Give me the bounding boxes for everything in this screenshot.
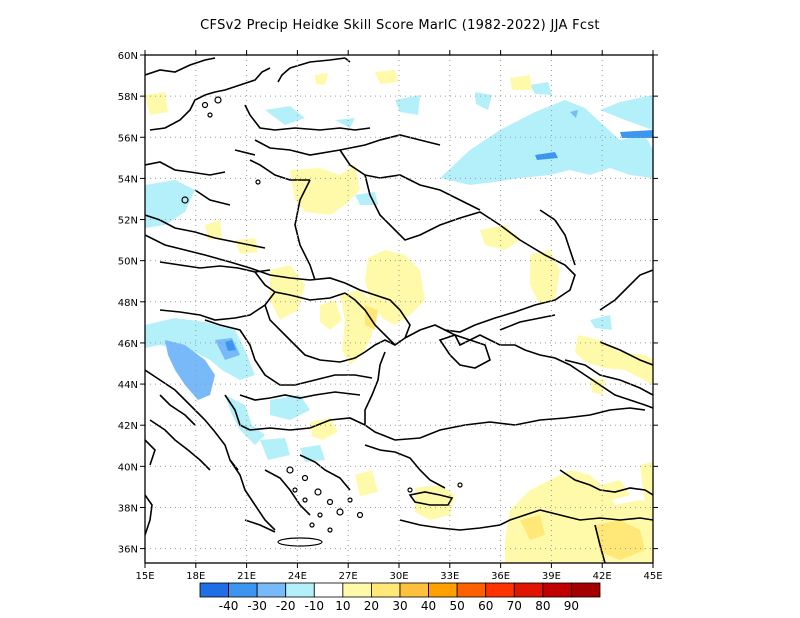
lon-tick-label: 30E	[389, 571, 408, 582]
shade-light-yellow	[415, 485, 455, 520]
lat-tick-label: 54N	[118, 174, 138, 185]
shade-light-yellow	[600, 480, 630, 500]
lat-axis: 60N 58N 56N 54N 52N 50N 48N 46N 44N 42N 40N 38N 36N	[118, 51, 658, 556]
colorbar-label: 70	[507, 599, 522, 613]
lon-tick-label: 33E	[440, 571, 459, 582]
skill-shading	[145, 70, 653, 563]
shade-light-blue	[355, 192, 378, 205]
shade-light-blue	[530, 82, 552, 95]
lon-axis: 15E 18E 21E 24E 27E 30E 33E 36E 39E 42E 45E	[135, 50, 663, 582]
colorbar-swatch	[228, 582, 258, 598]
colorbar-label: -10	[304, 599, 324, 613]
lon-tick-label: 36E	[491, 571, 510, 582]
shade-dark-blue	[225, 340, 236, 351]
shade-light-yellow	[310, 418, 338, 440]
lat-tick-label: 46N	[118, 339, 138, 350]
shade-light-yellow	[340, 290, 375, 365]
lon-tick-label: 21E	[237, 571, 256, 582]
colorbar-swatch	[399, 582, 429, 598]
colorbar-label: -20	[276, 599, 296, 613]
colorbar-label: 20	[364, 599, 379, 613]
shade-yellow	[520, 515, 545, 540]
islands	[181, 96, 463, 547]
colorbar-swatch	[428, 582, 458, 598]
colorbar-swatch	[342, 582, 372, 598]
colorbar-swatch	[542, 582, 572, 598]
colorbar-label: -40	[219, 599, 239, 613]
chart-title: CFSv2 Precip Heidke Skill Score MarIC (1…	[200, 18, 600, 33]
lat-tick-label: 42N	[118, 421, 138, 432]
lon-tick-label: 15E	[135, 571, 154, 582]
shade-medium-blue	[570, 110, 578, 118]
shade-light-yellow	[575, 335, 653, 385]
shade-light-yellow	[480, 225, 520, 250]
shade-light-blue	[225, 395, 265, 445]
shade-light-yellow	[510, 75, 532, 90]
shade-light-yellow	[290, 165, 360, 215]
shade-dark-blue	[620, 130, 653, 138]
shade-light-blue	[395, 95, 420, 115]
shade-dark-blue	[535, 152, 558, 160]
colorbar-label: 60	[478, 599, 493, 613]
colorbar-swatch	[456, 582, 487, 598]
colorbar-swatch	[199, 582, 229, 598]
lat-tick-label: 44N	[118, 380, 138, 391]
shade-medium-blue	[165, 340, 215, 400]
lat-tick-label: 52N	[118, 216, 138, 227]
shade-light-yellow	[375, 70, 398, 84]
shade-light-yellow	[365, 250, 425, 325]
lat-tick-label: 40N	[118, 462, 138, 473]
shade-light-yellow	[145, 92, 168, 115]
shade-light-yellow	[640, 462, 653, 510]
lat-tick-label: 48N	[118, 298, 138, 309]
lon-tick-label: 27E	[339, 571, 358, 582]
colorbar-swatch	[371, 582, 401, 598]
shade-yellow	[595, 520, 645, 560]
colorbar: -40 -30 -20 -10 10 20 30 40 50 60 70 80 90	[199, 582, 601, 613]
lon-tick-label: 45E	[643, 571, 662, 582]
colorbar-label: 30	[392, 599, 407, 613]
shade-light-yellow	[320, 300, 342, 330]
lat-tick-label: 36N	[118, 545, 138, 556]
colorbar-swatch	[256, 582, 287, 598]
colorbar-swatch	[313, 582, 344, 598]
lat-tick-label: 50N	[118, 257, 138, 268]
colorbar-label: 80	[535, 599, 550, 613]
colorbar-swatch	[285, 582, 315, 598]
colorbar-label: 10	[335, 599, 350, 613]
lon-tick-label: 24E	[288, 571, 307, 582]
shade-light-blue	[260, 438, 290, 460]
shade-light-blue	[335, 118, 355, 128]
shade-light-yellow	[530, 250, 560, 305]
shade-light-blue	[265, 106, 305, 125]
lat-tick-label: 58N	[118, 92, 138, 103]
shade-light-yellow	[590, 378, 605, 395]
shade-light-blue	[600, 95, 653, 130]
lat-tick-label: 56N	[118, 133, 138, 144]
shade-light-blue	[475, 92, 492, 110]
shade-light-blue	[270, 395, 310, 420]
lon-tick-label: 18E	[186, 571, 205, 582]
colorbar-swatch	[513, 582, 544, 598]
lat-tick-label: 60N	[118, 51, 138, 62]
shade-light-blue	[300, 445, 325, 462]
shade-light-blue	[440, 100, 653, 185]
shade-light-yellow	[355, 470, 378, 496]
shade-light-yellow	[205, 220, 222, 240]
shade-light-blue	[145, 318, 255, 380]
shade-light-blue	[145, 180, 195, 228]
colorbar-label: 50	[450, 599, 465, 613]
lon-tick-label: 42E	[593, 571, 612, 582]
shade-light-yellow	[315, 73, 328, 85]
shade-light-blue	[590, 315, 612, 330]
lat-tick-label: 38N	[118, 503, 138, 514]
lon-tick-label: 39E	[542, 571, 561, 582]
colorbar-swatch	[485, 582, 515, 598]
colorbar-label: 40	[421, 599, 436, 613]
colorbar-label: -30	[247, 599, 267, 613]
colorbar-label: 90	[564, 599, 579, 613]
colorbar-swatch	[571, 582, 601, 598]
